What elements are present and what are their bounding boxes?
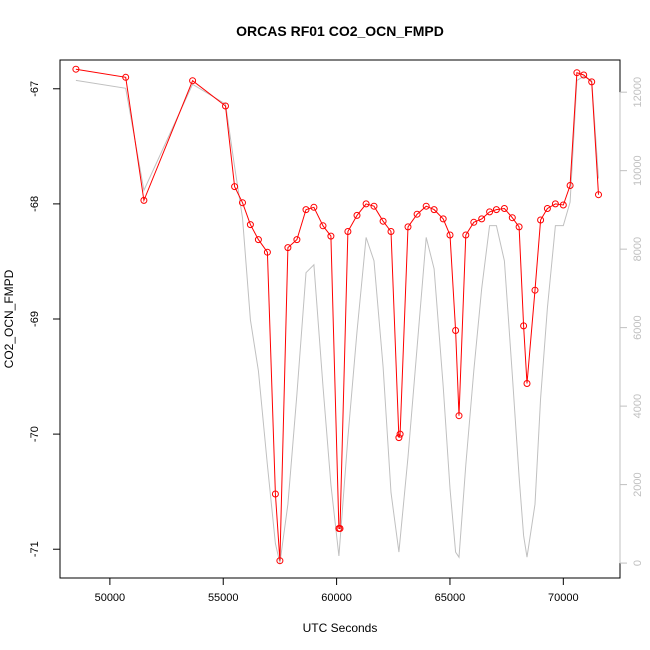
data-point [413, 210, 421, 218]
y-axis-right: 0 2000 4000 6000 8000 10000 12000 [619, 77, 644, 566]
x-axis: 50000 55000 60000 65000 70000 [95, 577, 579, 604]
data-point [520, 322, 528, 330]
y-tick-label: -67 [29, 81, 41, 97]
data-point [486, 208, 494, 216]
data-point [500, 205, 508, 212]
x-tick-label: 65000 [435, 592, 466, 604]
data-point [327, 232, 335, 240]
x-tick-label: 50000 [95, 592, 126, 604]
data-point [189, 77, 197, 85]
data-point [284, 244, 292, 252]
x-tick-label: 70000 [548, 592, 579, 604]
data-point [595, 191, 602, 199]
data-point [470, 218, 478, 226]
data-point [387, 228, 395, 235]
y2-tick-label: 10000 [632, 155, 644, 186]
series-line-right [75, 75, 599, 564]
data-point [580, 71, 588, 79]
y-axis-left: -67 -68 -69 -70 -71 [29, 81, 61, 557]
series-layer [72, 65, 602, 565]
data-point [559, 201, 567, 209]
data-point [573, 69, 581, 77]
data-point [492, 206, 500, 214]
y2-tick-label: 4000 [632, 394, 644, 418]
data-point [72, 65, 80, 73]
data-point [231, 183, 239, 191]
data-point [122, 73, 130, 81]
data-point [319, 222, 327, 230]
data-point [439, 215, 447, 223]
data-point [302, 206, 310, 214]
data-point [515, 223, 523, 231]
data-point [455, 412, 463, 420]
x-axis-label: UTC Seconds [303, 621, 378, 635]
data-point [276, 557, 284, 565]
data-point [422, 202, 430, 210]
data-point [222, 102, 229, 110]
data-point [310, 203, 318, 211]
plot-frame [59, 59, 621, 579]
data-point [140, 196, 148, 204]
data-point [353, 211, 361, 219]
data-point [263, 248, 271, 256]
y2-tick-label: 0 [632, 560, 644, 566]
data-point [430, 206, 438, 214]
y-axis-label: CO2_OCN_FMPD [2, 269, 16, 368]
y2-tick-label: 8000 [632, 237, 644, 261]
y-tick-label: -68 [29, 196, 41, 212]
y2-tick-label: 2000 [632, 472, 644, 496]
data-point [239, 199, 246, 207]
chart-title: ORCAS RF01 CO2_OCN_FMPD [236, 23, 444, 39]
data-point [551, 200, 559, 208]
y2-tick-label: 12000 [632, 77, 644, 108]
data-point [254, 236, 262, 244]
x-tick-label: 60000 [321, 592, 352, 604]
data-point [362, 200, 370, 208]
y-tick-label: -70 [29, 426, 41, 442]
data-point [588, 78, 596, 86]
data-point [370, 202, 378, 210]
data-point [446, 231, 454, 239]
y-tick-label: -69 [29, 311, 41, 327]
data-point [478, 215, 486, 223]
data-point [246, 221, 254, 229]
data-point [543, 205, 551, 212]
data-point [531, 286, 539, 294]
data-point [396, 430, 404, 438]
data-point [379, 217, 387, 225]
data-point [452, 327, 460, 334]
data-point [344, 228, 352, 235]
data-point [508, 214, 516, 222]
data-point [537, 216, 545, 224]
data-point [566, 182, 574, 189]
data-point [271, 490, 279, 498]
series-line-left [75, 68, 599, 561]
y-tick-label: -71 [29, 541, 41, 557]
data-point [404, 223, 412, 231]
x-tick-label: 55000 [208, 592, 239, 604]
data-point [395, 434, 403, 442]
data-point [523, 380, 531, 387]
data-point [462, 231, 470, 239]
y2-tick-label: 6000 [632, 315, 644, 339]
data-point [336, 525, 344, 532]
data-point [293, 236, 301, 244]
